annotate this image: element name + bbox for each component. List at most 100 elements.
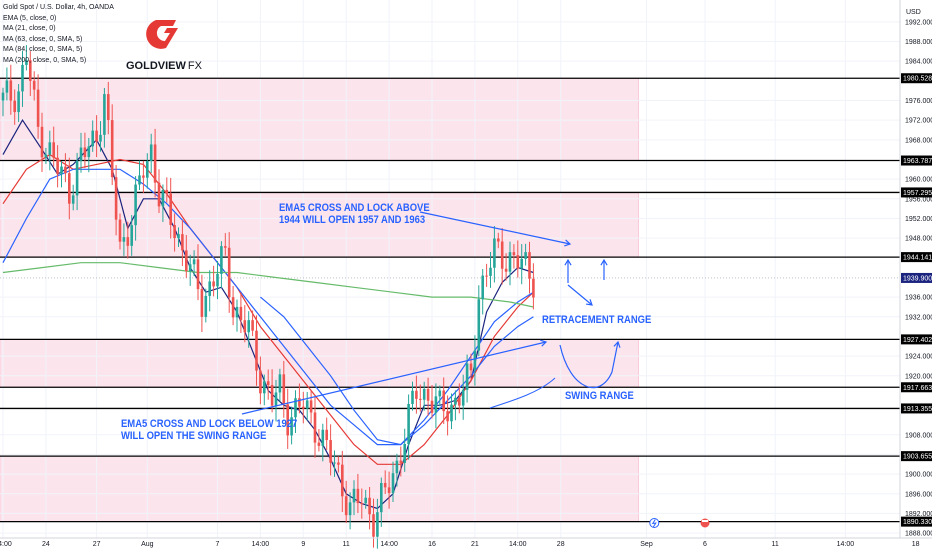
candle-body-90 — [352, 488, 356, 503]
candle-67 — [263, 374, 266, 406]
curve-swing-head — [613, 340, 621, 348]
current-price-label: 1939.900 — [903, 275, 932, 282]
candle-42 — [165, 177, 169, 203]
candle-body-45 — [177, 234, 180, 239]
candle-43 — [169, 177, 172, 239]
candle-51 — [200, 274, 204, 333]
candle-body-12 — [48, 142, 52, 155]
candle-body-99 — [387, 487, 391, 494]
time-tick-13: Sep — [640, 541, 653, 548]
annotation-below: EMA5 CROSS AND LOCK BELOW 1927 WILL OPEN… — [121, 418, 297, 442]
candle-body-21 — [83, 147, 87, 158]
candle-body-27 — [107, 94, 110, 121]
candle-33 — [130, 215, 133, 256]
candle-body-43 — [169, 193, 172, 225]
candle-body-84 — [329, 440, 332, 463]
candles — [1, 45, 535, 549]
candle-body-63 — [247, 320, 250, 333]
candle-88 — [344, 480, 348, 523]
candle-body-56 — [220, 246, 223, 274]
candle-body-78 — [305, 400, 309, 409]
price-tick-13: 1920.000 — [905, 373, 932, 380]
candle-83 — [325, 417, 328, 451]
candle-body-80 — [313, 412, 317, 443]
candle-50 — [196, 244, 200, 301]
candle-78 — [305, 391, 309, 421]
candle-32 — [126, 221, 130, 259]
candle-90 — [352, 480, 356, 516]
candle-133 — [520, 244, 523, 285]
candle-body-14 — [56, 157, 59, 174]
candle-23 — [91, 120, 94, 152]
candle-body-5 — [21, 64, 24, 92]
arrow-above-head — [564, 239, 572, 247]
candle-126 — [493, 225, 496, 283]
time-axis: 14:00 24 27 Aug 7 14:00 9 11 14:00 16 21 14:00 28 Sep… — [0, 518, 932, 548]
legend-ma200[interactable]: MA (200, close, 0, SMA, 5) — [3, 56, 87, 64]
symbol-title[interactable]: Gold Spot / U.S. Dollar, 4h, OANDA — [3, 4, 114, 11]
candle-body-111 — [434, 396, 438, 413]
legend-ma21[interactable]: MA (21, close, 0) — [3, 25, 56, 32]
candle-body-37 — [146, 161, 149, 178]
annotation-arrows — [241, 211, 621, 415]
candle-56 — [220, 241, 223, 289]
arrow-retrace-down-head — [585, 299, 593, 306]
candle-52 — [204, 288, 208, 323]
candle-body-65 — [255, 330, 258, 371]
candle-body-41 — [161, 189, 165, 207]
candle-body-136 — [532, 278, 535, 298]
candle-body-6 — [25, 60, 28, 65]
candle-123 — [481, 268, 484, 315]
annotation-below-line1: EMA5 CROSS AND LOCK BELOW 1927 — [121, 418, 298, 430]
candle-37 — [146, 153, 149, 189]
candle-135 — [528, 241, 531, 294]
candle-4 — [17, 84, 20, 123]
candle-34 — [134, 176, 137, 241]
candle-body-39 — [153, 144, 157, 183]
candle-body-40 — [157, 182, 161, 207]
legend-ema5[interactable]: EMA (5, close, 0) — [3, 14, 57, 22]
candle-body-106 — [415, 390, 418, 399]
candle-body-7 — [29, 60, 32, 81]
time-tick-15: 11 — [772, 541, 779, 548]
flag-stripe-icon — [702, 520, 708, 522]
level-label-bg-4 — [901, 334, 932, 345]
candle-111 — [434, 383, 438, 429]
legend-ma84[interactable]: MA (84, close, 0, SMA, 5) — [3, 46, 83, 53]
candle-body-50 — [196, 259, 200, 290]
swing-range-pointer — [489, 377, 556, 409]
legend-ma63[interactable]: MA (63, close, 0, SMA, 5) — [3, 35, 83, 43]
candle-61 — [239, 292, 243, 333]
candle-59 — [231, 286, 235, 326]
candle-body-36 — [142, 175, 145, 178]
price-tick-2: 1984.000 — [905, 59, 932, 66]
candle-body-79 — [309, 400, 313, 413]
price-axis: USD 1992.000 1988.000 1984.000 1976.000 1972.… — [899, 0, 932, 550]
candle-body-77 — [302, 406, 305, 409]
candle-body-9 — [36, 89, 40, 127]
candle-87 — [341, 450, 344, 513]
candle-41 — [161, 184, 165, 223]
price-tick-4: 1972.000 — [905, 118, 932, 125]
candle-130 — [508, 241, 512, 286]
candle-125 — [489, 252, 492, 288]
candle-80 — [313, 397, 317, 458]
goldview-logo: GOLDVIEW FX — [126, 16, 206, 76]
candle-body-91 — [356, 488, 360, 504]
candle-8 — [32, 71, 36, 101]
candle-38 — [149, 133, 153, 173]
time-tick-14: 6 — [703, 541, 707, 548]
candle-107 — [419, 384, 422, 412]
arrow-below — [241, 341, 547, 415]
candle-113 — [442, 377, 445, 424]
candle-54 — [212, 265, 215, 297]
time-tick-0: 14:00 — [0, 541, 12, 548]
candle-body-119 — [465, 363, 469, 390]
candle-body-61 — [239, 306, 243, 321]
candle-16 — [64, 153, 67, 183]
price-tick-18: 1892.000 — [905, 511, 932, 518]
candle-body-120 — [469, 363, 473, 371]
price-tick-12: 1924.000 — [905, 354, 932, 361]
candle-79 — [309, 390, 313, 424]
